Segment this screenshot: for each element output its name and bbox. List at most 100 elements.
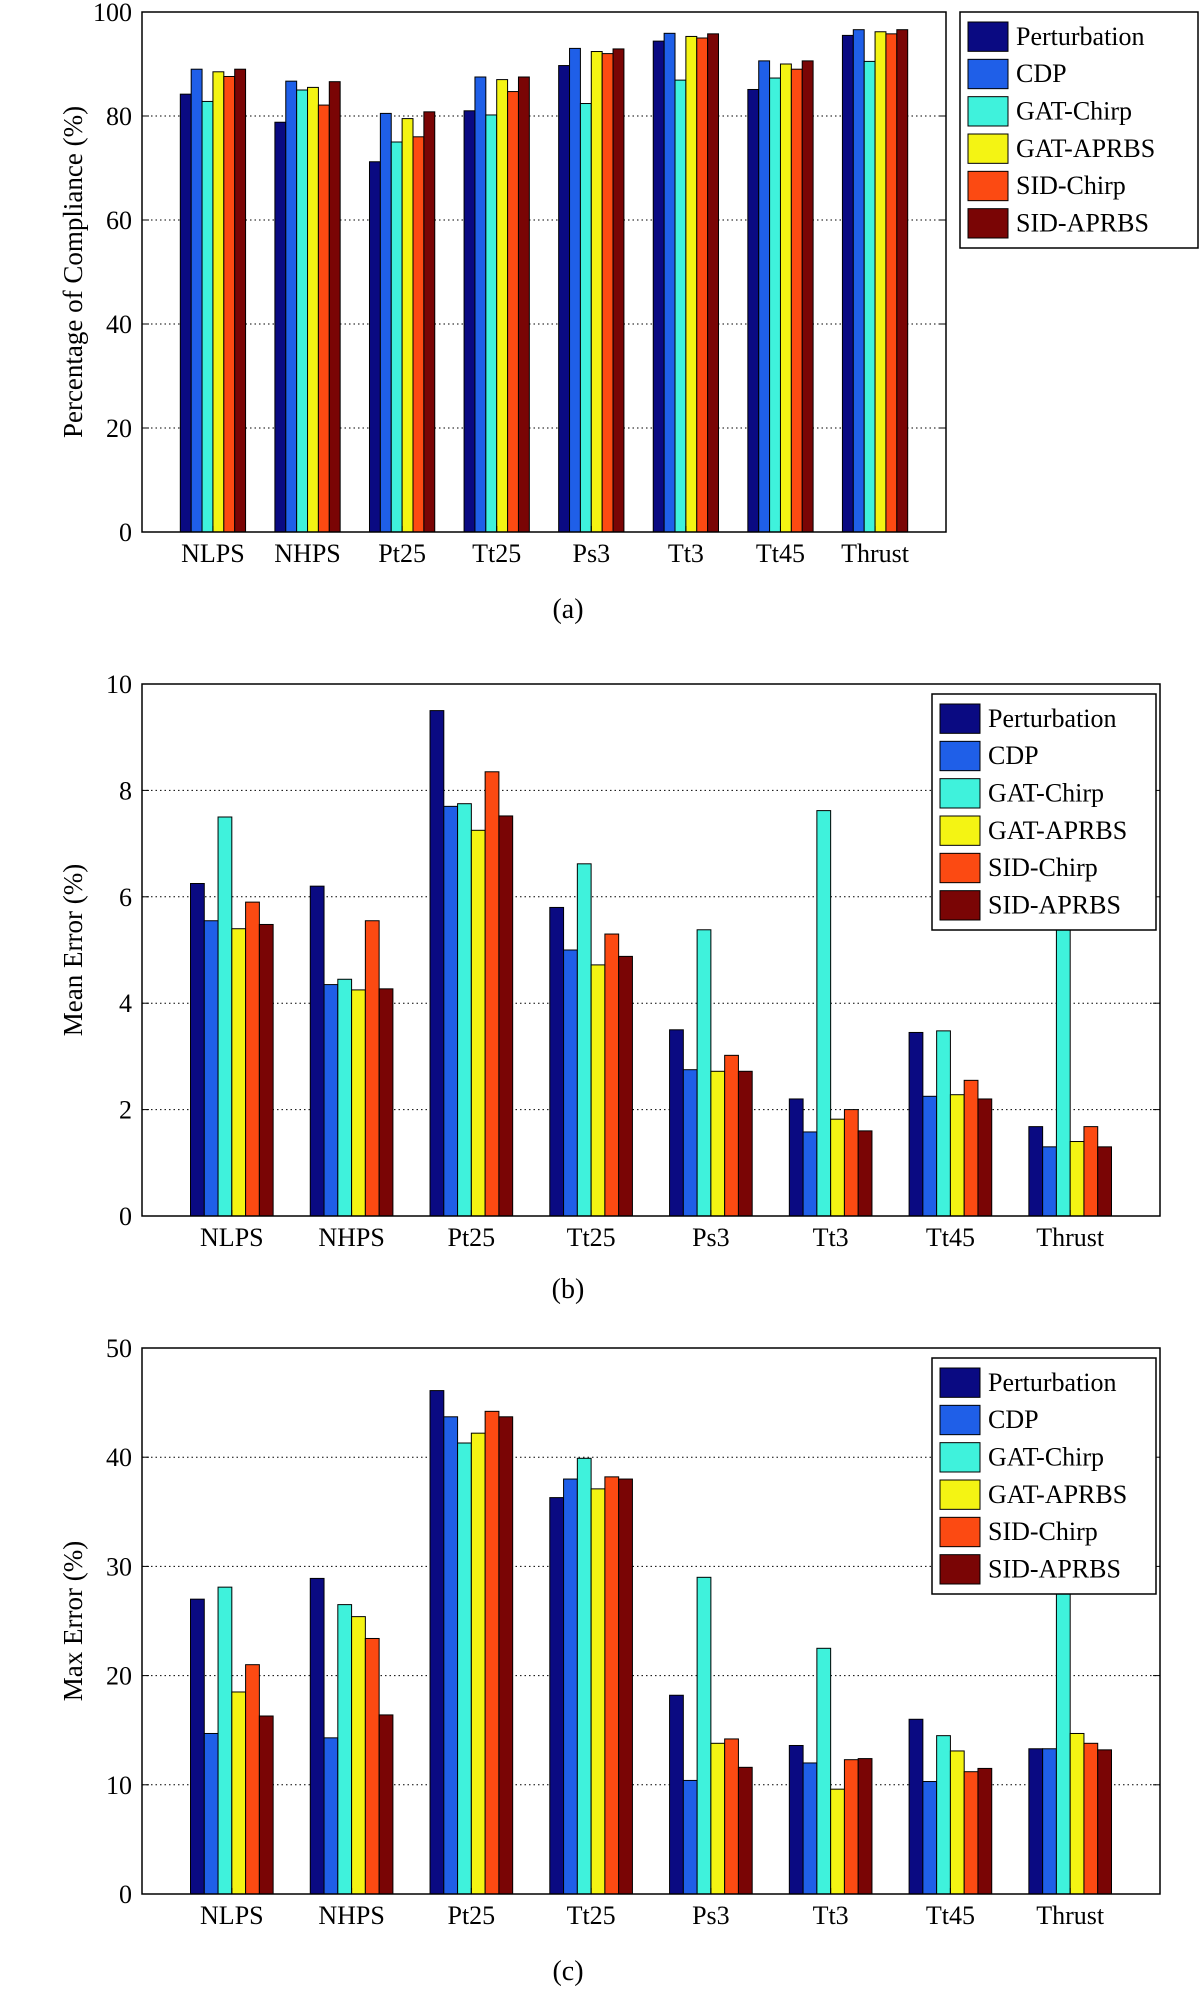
legend: Perturbation CDP GAT-Chirp GAT-APRBS SID-Chi… — [959, 11, 1199, 249]
legend-swatch — [939, 1479, 981, 1510]
bar-sid-aprbs-nhps — [378, 1714, 394, 1895]
bar-gat-aprbs-tt3 — [830, 1788, 845, 1895]
legend-label: CDP — [988, 741, 1039, 770]
legend: Perturbation CDP GAT-Chirp GAT-APRBS SID-Chi… — [931, 693, 1157, 931]
y-axis-label: Mean Error (%) — [58, 864, 88, 1036]
bar-gat-chirp-nlps — [201, 100, 214, 533]
legend-swatch — [939, 1404, 981, 1436]
bar-gat-chirp-tt45 — [936, 1735, 951, 1895]
bar-gat-chirp-ps3 — [579, 103, 592, 533]
legend-label: Perturbation — [1016, 22, 1145, 51]
panel-caption: (b) — [552, 1274, 585, 1305]
bar-perturbation-tt25 — [549, 1497, 565, 1895]
y-axis-label: Max Error (%) — [58, 1541, 88, 1701]
legend-swatch — [939, 852, 981, 884]
bar-gat-chirp-nlps — [217, 816, 233, 1217]
legend-swatch — [939, 1367, 981, 1398]
bar-perturbation-tt3 — [788, 1744, 804, 1895]
bar-perturbation-tt45 — [747, 88, 760, 533]
bar-gat-chirp-pt25 — [457, 803, 472, 1217]
bar-cdp-tt25 — [563, 1478, 578, 1895]
y-tick-label: 50 — [106, 1334, 132, 1363]
bar-cdp-thrust — [852, 29, 865, 533]
bar-sid-chirp-tt25 — [604, 1476, 620, 1895]
bar-cdp-nlps — [190, 68, 203, 533]
x-tick-label: NLPS — [200, 1223, 264, 1252]
x-tick-label: Ps3 — [573, 539, 611, 568]
bar-gat-aprbs-tt25 — [496, 79, 509, 533]
legend-label: SID-Chirp — [988, 853, 1098, 882]
bar-sid-aprbs-tt25 — [517, 76, 530, 533]
plot-frame — [141, 11, 947, 533]
y-tick-label: 4 — [119, 989, 132, 1018]
x-tick-label: NHPS — [318, 1223, 384, 1252]
bar-cdp-tt25 — [474, 76, 487, 533]
bar-gat-aprbs-tt25 — [590, 964, 606, 1217]
bar-sid-aprbs-tt25 — [618, 955, 633, 1217]
bar-perturbation-ps3 — [669, 1029, 684, 1217]
bar-gat-aprbs-tt3 — [685, 35, 698, 533]
bar-sid-chirp-ps3 — [724, 1054, 739, 1217]
bar-sid-chirp-nhps — [364, 920, 380, 1217]
bar-sid-chirp-ps3 — [724, 1738, 739, 1895]
legend-label: GAT-APRBS — [988, 816, 1127, 845]
bar-gat-aprbs-ps3 — [590, 51, 603, 533]
bar-perturbation-tt3 — [652, 40, 665, 533]
y-tick-label: 20 — [106, 1662, 132, 1691]
bar-gat-chirp-nhps — [337, 978, 353, 1217]
bar-sid-aprbs-pt25 — [498, 1416, 514, 1895]
bar-sid-chirp-thrust — [1083, 1742, 1099, 1895]
x-tick-label: Tt3 — [668, 539, 704, 568]
bar-sid-aprbs-ps3 — [737, 1766, 753, 1895]
bar-cdp-tt25 — [563, 949, 578, 1217]
bar-sid-chirp-nlps — [245, 1664, 260, 1895]
legend-label: SID-APRBS — [988, 891, 1121, 920]
y-tick-label: 60 — [106, 206, 132, 235]
bar-sid-chirp-thrust — [885, 33, 898, 533]
x-tick-label: Ps3 — [692, 1223, 730, 1252]
legend-swatch — [967, 96, 1009, 127]
legend-label: Perturbation — [988, 1368, 1117, 1397]
y-tick-label: 0 — [119, 518, 132, 547]
bar-sid-aprbs-nhps — [328, 81, 341, 533]
x-tick-label: Tt25 — [567, 1223, 616, 1252]
bar-sid-aprbs-tt3 — [857, 1130, 873, 1217]
legend: Perturbation CDP GAT-Chirp GAT-APRBS SID-Chi… — [931, 1357, 1157, 1595]
panel-caption: (c) — [552, 1956, 583, 1987]
bar-gat-chirp-nhps — [296, 89, 309, 533]
legend-label: SID-Chirp — [988, 1517, 1098, 1546]
y-tick-label: 100 — [93, 0, 132, 27]
legend-swatch — [967, 133, 1009, 164]
bar-sid-chirp-pt25 — [484, 1410, 500, 1895]
bar-gat-chirp-tt3 — [674, 79, 687, 533]
legend-label: GAT-Chirp — [988, 1443, 1104, 1472]
bar-gat-aprbs-nhps — [351, 1616, 366, 1895]
bar-sid-chirp-tt25 — [604, 933, 620, 1217]
bar-gat-aprbs-nhps — [351, 989, 366, 1217]
legend-label: SID-APRBS — [1016, 209, 1149, 238]
bar-cdp-thrust — [1042, 1748, 1057, 1895]
bar-cdp-thrust — [1042, 1146, 1057, 1217]
legend-swatch — [967, 208, 1009, 239]
bar-cdp-nlps — [203, 920, 219, 1217]
x-tick-label: NLPS — [181, 539, 245, 568]
x-tick-label: Pt25 — [378, 539, 426, 568]
x-tick-label: Ps3 — [692, 1901, 730, 1930]
legend-swatch — [939, 778, 981, 809]
chart-svg: NLPS NHPS Pt25 Tt25 Ps3 Tt3 Tt45 Thrust 0 10 20 30 4… — [58, 1334, 1161, 1987]
y-tick-label: 40 — [106, 1443, 132, 1472]
bar-gat-chirp-ps3 — [696, 1576, 712, 1895]
bar-sid-chirp-tt3 — [843, 1759, 859, 1895]
bar-gat-chirp-tt3 — [816, 810, 832, 1217]
bar-gat-aprbs-tt3 — [830, 1118, 845, 1217]
bar-cdp-ps3 — [569, 47, 581, 533]
chart-svg: NLPS NHPS Pt25 Tt25 Ps3 Tt3 Tt45 Thrust 0 2 4 6 8 10 M… — [58, 670, 1161, 1305]
bar-sid-chirp-nhps — [364, 1637, 380, 1895]
bar-perturbation-nlps — [190, 1598, 205, 1895]
bar-gat-chirp-tt25 — [576, 863, 592, 1217]
legend-label: GAT-Chirp — [1016, 97, 1132, 126]
x-tick-label: Thrust — [841, 539, 910, 568]
bar-cdp-tt45 — [758, 60, 771, 533]
bar-sid-chirp-tt45 — [963, 1079, 979, 1217]
bar-sid-aprbs-thrust — [1097, 1749, 1112, 1895]
